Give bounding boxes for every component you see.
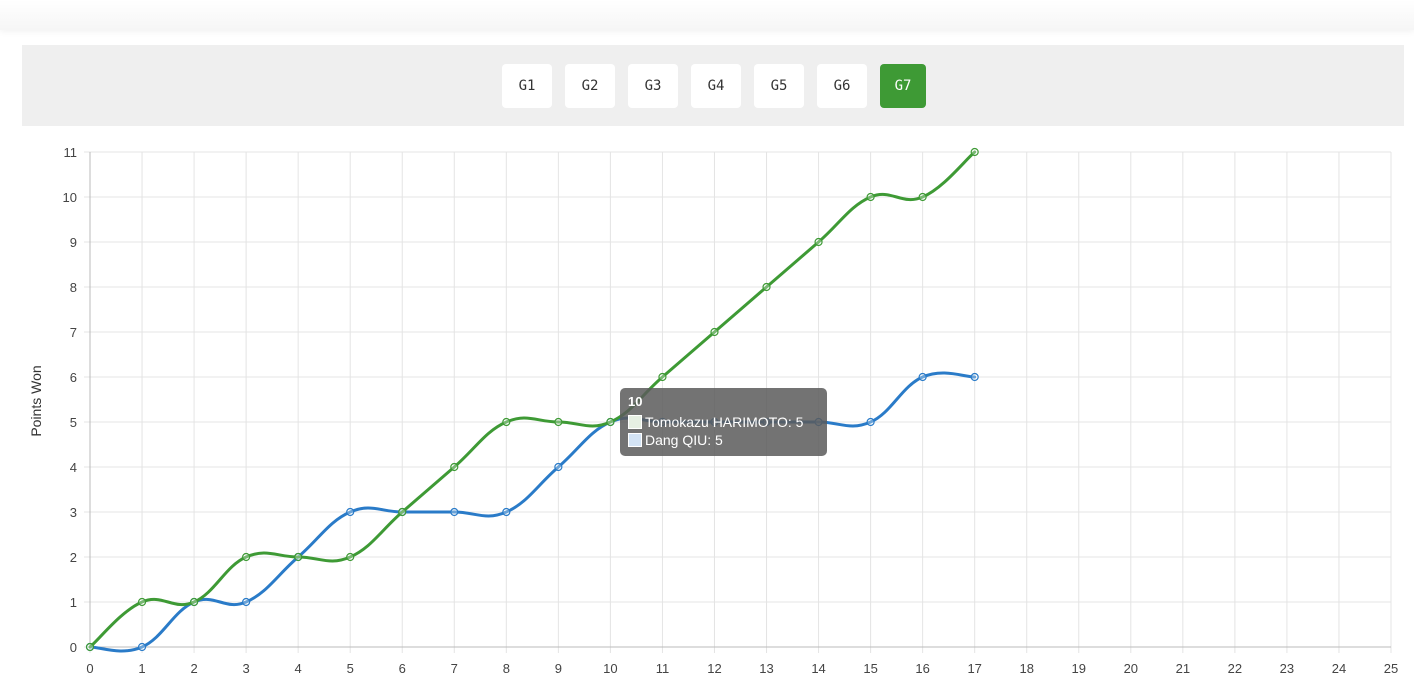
y-axis-label: Points Won <box>28 365 44 436</box>
point-qiu <box>970 372 979 382</box>
points-chart: 0 1 2 3 4 5 6 7 8 9 10 11 12 13 14 15 16 17 18 19 20 21 22 23 24… <box>0 130 1414 692</box>
x-tick-label: 5 <box>347 661 354 676</box>
series-line-harimoto <box>88 150 977 649</box>
tooltip-swatch-qiu <box>628 433 642 447</box>
axis-layer: 0 1 2 3 4 5 6 7 8 9 10 11 12 13 14 15 16 17 18 19 20 21 22 23 24… <box>63 145 1399 676</box>
x-tick-label: 24 <box>1332 661 1346 676</box>
x-tick-label: 8 <box>503 661 510 676</box>
point-harimoto <box>85 642 95 652</box>
tab-g3[interactable]: G3 <box>628 64 678 108</box>
point-harimoto <box>658 372 667 382</box>
point-harimoto <box>189 597 199 607</box>
point-harimoto <box>346 552 355 562</box>
tooltip-title: 10 <box>628 394 643 409</box>
y-tick-label: 10 <box>63 190 77 205</box>
tooltip-swatch-harimoto <box>628 415 642 429</box>
x-tick-label: 16 <box>915 661 929 676</box>
tab-g6[interactable]: G6 <box>817 64 867 108</box>
point-harimoto <box>710 327 719 337</box>
point-qiu <box>137 642 147 652</box>
x-tick-label: 4 <box>295 661 302 676</box>
point-harimoto <box>398 507 407 517</box>
x-tick-label: 20 <box>1124 661 1138 676</box>
point-qiu <box>866 417 875 427</box>
x-tick-label: 13 <box>759 661 773 676</box>
x-tick-label: 6 <box>399 661 406 676</box>
tab-g4[interactable]: G4 <box>691 64 741 108</box>
point-harimoto <box>814 237 823 247</box>
tooltip-row-harimoto: Tomokazu HARIMOTO: 5 <box>628 414 803 430</box>
tooltip-text-qiu: Dang QIU: 5 <box>645 432 723 448</box>
point-harimoto <box>554 417 563 427</box>
grid-layer <box>84 151 1392 653</box>
point-harimoto <box>918 192 927 202</box>
x-tick-label: 2 <box>190 661 197 676</box>
y-tick-label: 7 <box>70 325 77 340</box>
y-tick-label: 1 <box>70 595 77 610</box>
y-tick-label: 2 <box>70 550 77 565</box>
y-tick-label: 9 <box>70 235 77 250</box>
point-qiu <box>242 597 251 607</box>
x-tick-label: 10 <box>603 661 617 676</box>
tooltip-text-harimoto: Tomokazu HARIMOTO: 5 <box>645 414 804 430</box>
point-harimoto <box>762 282 771 292</box>
tab-g7[interactable]: G7 <box>880 64 926 108</box>
x-tick-label: 14 <box>811 661 825 676</box>
x-tick-label: 23 <box>1280 661 1294 676</box>
y-tick-label: 11 <box>64 145 78 160</box>
x-tick-label: 17 <box>967 661 981 676</box>
chart-tooltip: 10 Tomokazu HARIMOTO: 5 Dang QIU: 5 <box>620 388 827 456</box>
x-tick-label: 15 <box>863 661 877 676</box>
x-tick-label: 11 <box>656 661 670 676</box>
point-harimoto <box>866 192 875 202</box>
point-harimoto <box>606 417 615 427</box>
tab-g2[interactable]: G2 <box>565 64 615 108</box>
x-tick-label: 0 <box>86 661 93 676</box>
y-tick-label: 8 <box>70 280 77 295</box>
x-tick-label: 19 <box>1072 661 1086 676</box>
tab-g5[interactable]: G5 <box>754 64 804 108</box>
point-harimoto <box>294 552 303 562</box>
point-harimoto <box>242 552 251 562</box>
y-tick-label: 6 <box>70 370 77 385</box>
y-tick-label: 3 <box>70 505 77 520</box>
y-tick-label: 0 <box>70 640 77 655</box>
x-tick-label: 1 <box>138 661 145 676</box>
point-harimoto <box>502 417 511 427</box>
series-layer <box>85 147 979 653</box>
chart-svg: 0 1 2 3 4 5 6 7 8 9 10 11 12 13 14 15 16 17 18 19 20 21 22 23 24… <box>28 145 1399 676</box>
point-qiu <box>502 507 511 517</box>
tab-g1[interactable]: G1 <box>502 64 552 108</box>
point-qiu <box>554 462 563 472</box>
x-tick-label: 21 <box>1176 661 1190 676</box>
game-tabs: G1 G2 G3 G4 G5 G6 G7 <box>502 64 926 108</box>
point-harimoto <box>450 462 459 472</box>
x-tick-label: 9 <box>555 661 562 676</box>
point-qiu <box>346 507 355 517</box>
x-tick-label: 22 <box>1228 661 1242 676</box>
point-harimoto <box>970 147 979 157</box>
point-qiu <box>918 372 927 382</box>
x-tick-label: 12 <box>707 661 721 676</box>
point-harimoto <box>137 597 147 607</box>
y-tick-label: 4 <box>70 460 77 475</box>
top-shadow <box>0 0 1414 30</box>
tooltip-row-qiu: Dang QIU: 5 <box>628 432 723 448</box>
x-tick-label: 25 <box>1384 661 1398 676</box>
x-tick-label: 7 <box>451 661 458 676</box>
point-qiu <box>450 507 459 517</box>
x-tick-label: 18 <box>1019 661 1033 676</box>
y-tick-label: 5 <box>70 415 77 430</box>
x-tick-label: 3 <box>243 661 250 676</box>
